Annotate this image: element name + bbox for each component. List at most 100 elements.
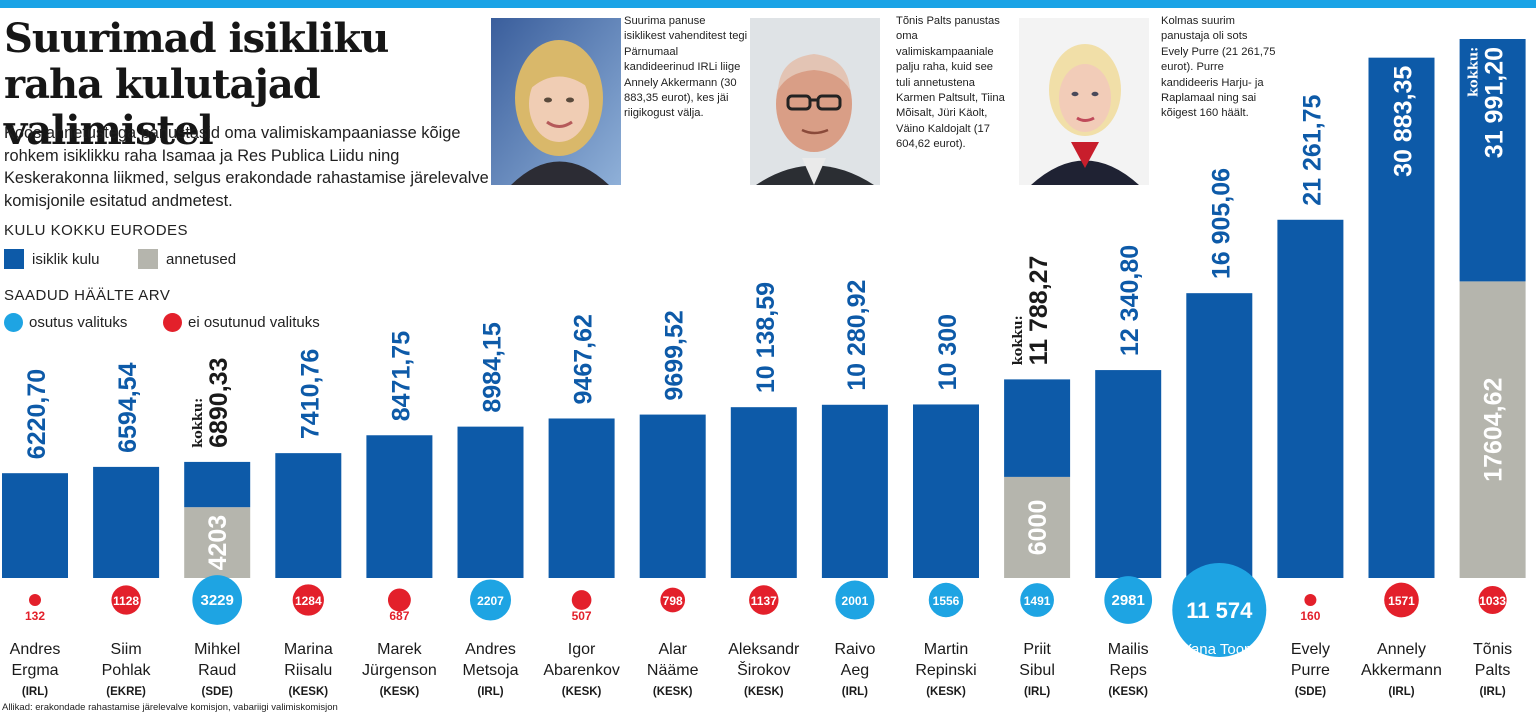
donation-value-label: 4203 — [204, 515, 232, 571]
vote-circle — [1384, 582, 1419, 618]
candidate-last-name: Sibul — [1019, 662, 1055, 679]
photo-evely-purre — [1019, 18, 1149, 185]
candidate-first-name: Alar — [658, 641, 687, 658]
candidate-party: (IRL) — [1480, 686, 1506, 698]
legend-personal: isiklik kulu — [4, 249, 100, 269]
candidate-party: (KESK) — [653, 686, 693, 698]
vote-count-label: 1128 — [113, 594, 139, 608]
total-value-label: 30 883,35 — [1390, 66, 1418, 177]
candidate-party: (KESK) — [288, 686, 328, 698]
source-note: Allikad: erakondade rahastamise järeleva… — [2, 702, 338, 713]
vote-circle — [1104, 576, 1153, 624]
vote-count-label: 1571 — [1388, 594, 1415, 608]
candidate-last-name: Repinski — [915, 662, 976, 679]
legend-donations: annetused — [138, 249, 236, 269]
vote-circle — [1304, 594, 1317, 606]
photo-tonis-palts — [750, 18, 880, 185]
total-prefix-label: kokku: — [1467, 47, 1482, 97]
candidate-party: (EKRE) — [106, 686, 146, 698]
total-value-label: 6594,54 — [114, 362, 142, 452]
total-value-label: 11 788,27 — [1025, 256, 1053, 366]
vote-count-label: 1137 — [751, 594, 777, 608]
vote-circle — [660, 587, 686, 613]
candidate-last-name: Akkermann — [1361, 662, 1442, 679]
caption-evely-purre: Kolmas suurim panustaja oli sots Evely P… — [1161, 15, 1276, 120]
total-value-label: 8471,75 — [387, 331, 415, 421]
total-value-label: 10 280,92 — [843, 280, 871, 391]
candidate-last-name: Ergma — [11, 662, 58, 679]
candidate-last-name: Aeg — [841, 662, 869, 679]
bar-personal — [93, 466, 160, 578]
vote-circle — [928, 582, 964, 618]
candidate-first-name: Martin — [924, 641, 968, 658]
bar-donations — [184, 507, 251, 578]
vote-count-label: 507 — [572, 609, 592, 623]
caption-tonis-palts: Tõnis Palts panustas oma valimiskampaani… — [896, 15, 1005, 151]
vote-count-label: 798 — [663, 594, 683, 608]
vote-circle — [1020, 583, 1054, 617]
candidate-last-name: Pohlak — [102, 662, 152, 679]
page-title: Suurimad isikliku raha kulutajad valimis… — [4, 15, 389, 154]
bar-personal — [275, 453, 342, 578]
bar-personal — [1186, 293, 1253, 578]
candidate-party: (KESK) — [380, 686, 420, 698]
vote-circle — [749, 585, 779, 615]
vote-circle — [192, 575, 243, 625]
total-prefix-label: kokku: — [191, 398, 206, 448]
candidate-party: (SDE) — [1295, 686, 1326, 698]
legend-elected-label: osutus valituks — [29, 314, 128, 331]
legend-donations-label: annetused — [166, 250, 237, 268]
top-accent-bar — [0, 0, 1536, 8]
candidate-party: (KESK) — [926, 686, 966, 698]
candidate-first-name: Aleksandr — [728, 641, 800, 658]
vote-count-label: 11 574 — [1186, 598, 1253, 623]
candidate-party: (KESK) — [1108, 686, 1148, 698]
vote-count-label: 2981 — [1112, 592, 1145, 609]
candidate-first-name: Igor — [568, 641, 596, 658]
vote-circle — [1172, 563, 1267, 657]
legend-not-elected: ei osutunud valituks — [163, 313, 320, 332]
legend-personal-label: isiklik kulu — [32, 250, 100, 268]
vote-circle — [571, 590, 592, 610]
vote-count-label: 2207 — [477, 594, 504, 608]
legend-donations-swatch — [138, 249, 158, 269]
bar-personal — [2, 473, 68, 578]
bar-personal — [1459, 38, 1526, 282]
candidate-first-name: Priit — [1023, 641, 1051, 658]
total-value-label: 21 261,75 — [1298, 94, 1326, 205]
bar-personal — [457, 426, 524, 578]
total-value-label: 9699,52 — [661, 310, 689, 400]
candidate-party: (SDE) — [202, 686, 233, 698]
candidate-first-name: Mihkel — [194, 641, 240, 658]
total-value-label: 31 991,20 — [1481, 47, 1509, 158]
vote-circle — [292, 584, 324, 616]
candidate-last-name: Abarenkov — [543, 662, 620, 679]
legend-not-elected-dot — [163, 313, 182, 332]
candidate-last-name: Jürgenson — [362, 662, 437, 679]
candidate-first-name: Marek — [377, 641, 422, 658]
legend-not-elected-label: ei osutunud valituks — [188, 314, 320, 331]
vote-count-label: 1033 — [1479, 594, 1506, 608]
candidate-party: (KESK) — [1200, 666, 1238, 678]
legend-elected-dot — [4, 313, 23, 332]
candidate-party: (KESK) — [562, 686, 602, 698]
candidate-last-name: Nääme — [647, 662, 699, 679]
candidate-party: (KESK) — [744, 686, 784, 698]
photo-annely-akkermann — [491, 18, 621, 185]
bar-personal — [184, 461, 251, 508]
bar-personal — [730, 407, 797, 578]
candidate-party: (IRL) — [1388, 686, 1414, 698]
total-value-label: 7410,76 — [296, 349, 324, 439]
candidate-party: (IRL) — [842, 686, 868, 698]
candidate-last-name: Riisalu — [284, 662, 332, 679]
bar-personal — [1095, 370, 1162, 578]
vote-count-label: 1556 — [933, 594, 960, 608]
candidate-first-name: Andres — [10, 641, 61, 658]
candidate-first-name: Andres — [465, 641, 516, 658]
candidate-first-name: Raivo — [834, 641, 875, 658]
bar-personal — [548, 418, 615, 578]
votes-legend-heading: SAADUD HÄÄLTE ARV — [4, 287, 171, 304]
candidate-last-name: Reps — [1110, 662, 1147, 679]
total-value-label: 16 905,06 — [1207, 168, 1235, 279]
